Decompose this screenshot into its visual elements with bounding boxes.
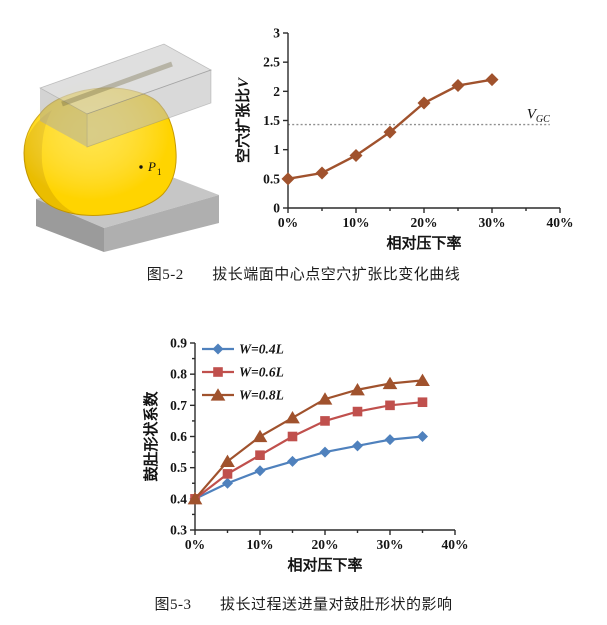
y-tick-label: 1.5	[263, 113, 280, 128]
y-tick-label: 1	[273, 142, 280, 157]
series-0	[281, 73, 499, 186]
y-tick-label: 0.6	[170, 429, 187, 444]
point-p1-dot	[139, 165, 143, 169]
x-tick-label: 10%	[247, 537, 274, 552]
point-p1-label: P	[147, 159, 156, 174]
figure-5-3-chart: 0% 10% 20% 30% 40% 0.3 0.4 0.5 0.6 0.7 0.8 0.9 鼓肚形状系…	[142, 322, 487, 589]
top-die-step-edge	[61, 61, 173, 107]
top-die	[39, 43, 212, 148]
y-tick-label: 0.3	[170, 523, 187, 538]
figure-5-2-caption-text: 拔长端面中心点空穴扩张比变化曲线	[212, 267, 461, 283]
x-tick-label: 0%	[185, 537, 205, 552]
x-tick-label: 30%	[377, 537, 404, 552]
x-axis-title: 相对压下率	[287, 556, 362, 574]
figure-5-2-chart: VGC 0% 10% 20% 30% 40% 0 0.5 1 1.5 2 2.5 3 空穴扩张比V 相对压下…	[234, 10, 574, 260]
chart-svg: VGC 0% 10% 20% 30% 40% 0 0.5 1 1.5 2 2.5 3 空穴扩张比V 相对压下…	[234, 26, 574, 253]
figure-5-3-caption-text: 拔长过程送进量对鼓肚形状的影响	[219, 597, 453, 613]
figure-5-3-caption-number: 图5-3	[154, 597, 192, 613]
forging-3d-illustration: P 1	[23, 43, 219, 252]
tick-labels: 0% 10% 20% 30% 40% 0 0.5 1 1.5 2 2.5 3	[263, 26, 573, 231]
legend: W=0.4L W=0.6L W=0.8L	[202, 342, 284, 403]
x-tick-label: 30%	[479, 215, 506, 230]
figure-5-2-caption: 图5-2 拔长端面中心点空穴扩张比变化曲线	[0, 263, 607, 284]
y-tick-label: 0	[273, 201, 280, 216]
x-tick-label: 20%	[312, 537, 339, 552]
y-tick-label: 0.9	[170, 336, 187, 351]
y-tick-label: 0.7	[170, 398, 187, 413]
y-tick-label: 0.5	[263, 171, 280, 186]
x-tick-label: 40%	[547, 215, 574, 230]
figure-5-3-caption: 图5-3 拔长过程送进量对鼓肚形状的影响	[0, 593, 607, 614]
y-tick-label: 2.5	[263, 55, 280, 70]
x-axis-title: 相对压下率	[386, 234, 461, 252]
x-tick-label: 10%	[343, 215, 370, 230]
legend-label: W=0.8L	[239, 388, 284, 403]
reference-line: VGC	[288, 107, 550, 126]
y-axis-title: 空穴扩张比V	[234, 76, 252, 163]
chart-svg: 0% 10% 20% 30% 40% 0.3 0.4 0.5 0.6 0.7 0.8 0.9 鼓肚形状系…	[142, 336, 469, 575]
y-tick-label: 0.8	[170, 367, 187, 382]
x-tick-label: 40%	[442, 537, 469, 552]
legend-label: W=0.6L	[239, 365, 284, 380]
point-p1: P 1	[139, 159, 162, 177]
figure-5-2-image: P 1	[4, 12, 232, 257]
top-die-end-face	[40, 88, 87, 147]
y-tick-label: 3	[273, 26, 280, 41]
y-tick-label: 0.4	[170, 491, 187, 506]
bottom-die-front-face	[104, 195, 219, 252]
series-2	[187, 373, 430, 505]
y-axis-title: 鼓肚形状系数	[142, 391, 160, 482]
y-tick-label: 0.5	[170, 460, 187, 475]
y-tick-label: 2	[273, 84, 280, 99]
bottom-die-end-face	[36, 199, 104, 252]
axes	[283, 32, 561, 213]
series-0	[189, 431, 428, 505]
point-p1-label-sub: 1	[157, 167, 162, 177]
series-1	[190, 397, 428, 504]
figure-5-2-caption-number: 图5-2	[146, 267, 184, 283]
x-tick-label: 20%	[411, 215, 438, 230]
x-tick-label: 0%	[278, 215, 298, 230]
legend-label: W=0.4L	[239, 342, 284, 357]
vgc-label: VGC	[527, 107, 550, 126]
tick-labels: 0% 10% 20% 30% 40% 0.3 0.4 0.5 0.6 0.7 0.8 0.9	[170, 336, 468, 553]
